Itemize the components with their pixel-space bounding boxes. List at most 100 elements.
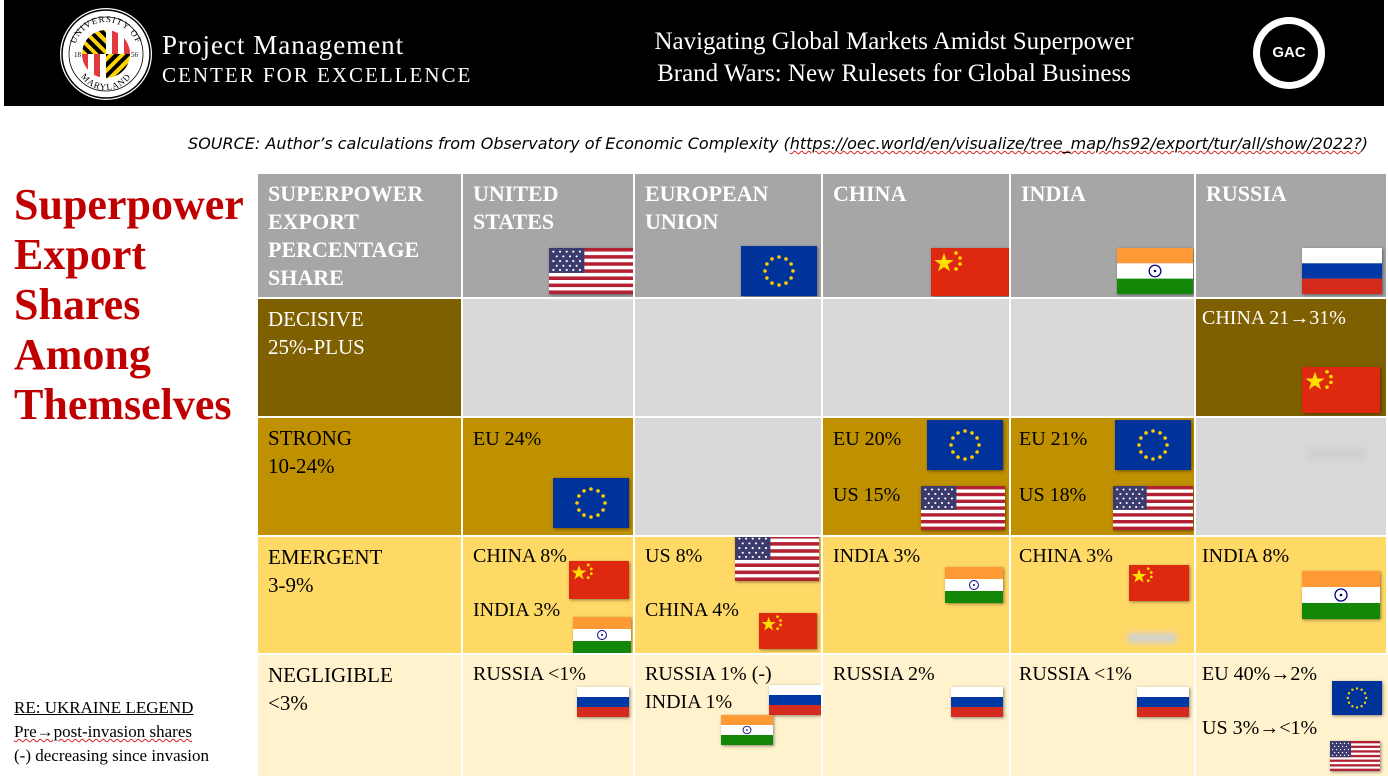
cell-negligible-eu: RUSSIA 1% (-) INDIA 1% — [635, 655, 823, 776]
eu-flag-icon — [553, 478, 629, 528]
university-seal-logo: UNIVERSITY OF MARYLAND 18 56 — [60, 8, 152, 100]
column-label: RUSSIA — [1206, 181, 1287, 206]
maryland-flag-emblem — [82, 30, 130, 78]
empty-cell — [635, 299, 823, 418]
share-text: RUSSIA <1% — [1019, 663, 1132, 685]
column-label: INDIA — [1021, 181, 1086, 206]
side-title-line: Shares — [14, 280, 141, 329]
share-text: INDIA 8% — [1202, 545, 1290, 567]
china-flag-icon — [1302, 367, 1380, 413]
share-text: RUSSIA 1% (-) — [645, 663, 772, 685]
source-url: https://oec.world/en/visualize/tree_map/… — [789, 134, 1362, 153]
svg-text:18: 18 — [74, 51, 82, 59]
cell-decisive-russia: CHINA 21→31% — [1196, 299, 1388, 418]
svg-text:56: 56 — [131, 51, 139, 59]
china-flag-icon — [569, 561, 629, 599]
share-text: EU 21% — [1019, 428, 1088, 450]
india-flag-icon — [945, 567, 1003, 603]
row-label-line: <3% — [268, 691, 308, 715]
china-flag-icon — [759, 613, 817, 649]
legend-line-pre-post: Pre→post-invasion shares — [14, 722, 193, 741]
share-text: US 15% — [833, 484, 901, 506]
india-flag-icon — [721, 715, 773, 745]
cell-strong-us: EU 24% — [463, 418, 635, 537]
india-flag-icon — [1302, 571, 1380, 619]
row-label-line: EMERGENT — [268, 545, 383, 569]
row-label-line: 3-9% — [268, 573, 314, 597]
russia-flag-icon — [769, 685, 821, 715]
row-label-emergent: EMERGENT 3-9% — [258, 537, 463, 655]
column-header-eu: EUROPEAN UNION — [635, 174, 823, 299]
ukraine-legend: RE: UKRAINE LEGEND Pre→post-invasion sha… — [14, 696, 209, 768]
share-text: US 8% — [645, 545, 703, 567]
eu-flag-icon — [1115, 420, 1191, 470]
share-text: EU 40%→2% — [1202, 663, 1317, 685]
row-label-line: 25%-PLUS — [268, 335, 365, 359]
share-text: CHINA 4% — [645, 599, 739, 621]
empty-cell — [635, 418, 823, 537]
column-header-india: INDIA — [1011, 174, 1196, 299]
side-title: Superpower Export Shares Among Themselve… — [14, 180, 244, 430]
cell-negligible-us: RUSSIA <1% — [463, 655, 635, 776]
us-flag-icon — [921, 486, 1005, 530]
badge-text: GAC — [1260, 24, 1318, 82]
legend-heading: RE: UKRAINE LEGEND — [14, 698, 194, 717]
cell-negligible-russia: EU 40%→2% US 3%→<1% — [1196, 655, 1388, 776]
cell-emergent-us: CHINA 8% INDIA 3% — [463, 537, 635, 655]
cell-strong-india: EU 21% US 18% — [1011, 418, 1196, 537]
share-text: INDIA 3% — [833, 545, 921, 567]
share-text: EU 20% — [833, 428, 902, 450]
empty-cell — [1196, 418, 1388, 537]
us-flag-icon — [1113, 486, 1193, 530]
empty-cell — [1011, 299, 1196, 418]
presentation-title-line2: Brand Wars: New Rulesets for Global Busi… — [657, 60, 1131, 87]
us-flag-icon — [735, 537, 819, 581]
org-subname: CENTER FOR EXCELLENCE — [162, 63, 473, 87]
eu-flag-icon — [741, 246, 817, 296]
row-label-decisive: DECISIVE 25%-PLUS — [258, 299, 463, 418]
source-prefix: SOURCE: Author’s calculations from Obser… — [188, 134, 790, 153]
column-label: CHINA — [833, 181, 907, 206]
row-label-line: 10-24% — [268, 454, 335, 478]
eu-flag-icon — [1332, 681, 1382, 715]
us-flag-icon — [1330, 741, 1380, 771]
org-name: Project Management — [162, 30, 405, 60]
legend-line-decreasing: (-) decreasing since invasion — [14, 746, 209, 765]
accreditation-badge-logo: GAC — [1253, 17, 1325, 89]
russia-flag-icon — [1302, 248, 1382, 294]
presentation-title-line1: Navigating Global Markets Amidst Superpo… — [654, 28, 1134, 55]
share-text: RUSSIA <1% — [473, 663, 586, 685]
corner-header: SUPERPOWER EXPORT PERCENTAGE SHARE — [258, 174, 463, 299]
share-text: CHINA 21→31% — [1202, 307, 1346, 329]
column-header-us: UNITED STATES — [463, 174, 635, 299]
cell-emergent-china: INDIA 3% — [823, 537, 1011, 655]
share-text: US 18% — [1019, 484, 1087, 506]
column-header-china: CHINA — [823, 174, 1011, 299]
us-flag-icon — [549, 248, 633, 294]
share-text: US 3%→<1% — [1202, 717, 1318, 739]
india-flag-icon — [573, 617, 631, 653]
share-text: EU 24% — [473, 428, 542, 450]
empty-cell — [463, 299, 635, 418]
share-text: INDIA 3% — [473, 599, 561, 621]
cell-strong-china: EU 20% US 15% — [823, 418, 1011, 537]
column-label: UNITED STATES — [473, 181, 559, 234]
russia-flag-icon — [577, 687, 629, 717]
side-title-line: Export — [14, 230, 146, 279]
cell-emergent-eu: US 8% CHINA 4% — [635, 537, 823, 655]
share-text: CHINA 8% — [473, 545, 567, 567]
eu-flag-icon — [927, 420, 1003, 470]
share-text: INDIA 1% — [645, 691, 733, 713]
cell-emergent-russia: INDIA 8% — [1196, 537, 1388, 655]
share-text: RUSSIA 2% — [833, 663, 935, 685]
cell-emergent-india: CHINA 3% — [1011, 537, 1196, 655]
side-title-line: Superpower — [14, 180, 244, 229]
row-label-negligible: NEGLIGIBLE <3% — [258, 655, 463, 776]
row-label-line: NEGLIGIBLE — [268, 663, 393, 687]
india-flag-icon — [1117, 248, 1193, 294]
column-label: EUROPEAN UNION — [645, 181, 769, 234]
cell-negligible-china: RUSSIA 2% — [823, 655, 1011, 776]
row-label-line: DECISIVE — [268, 307, 364, 331]
russia-flag-icon — [951, 687, 1003, 717]
side-title-line: Themselves — [14, 380, 232, 429]
